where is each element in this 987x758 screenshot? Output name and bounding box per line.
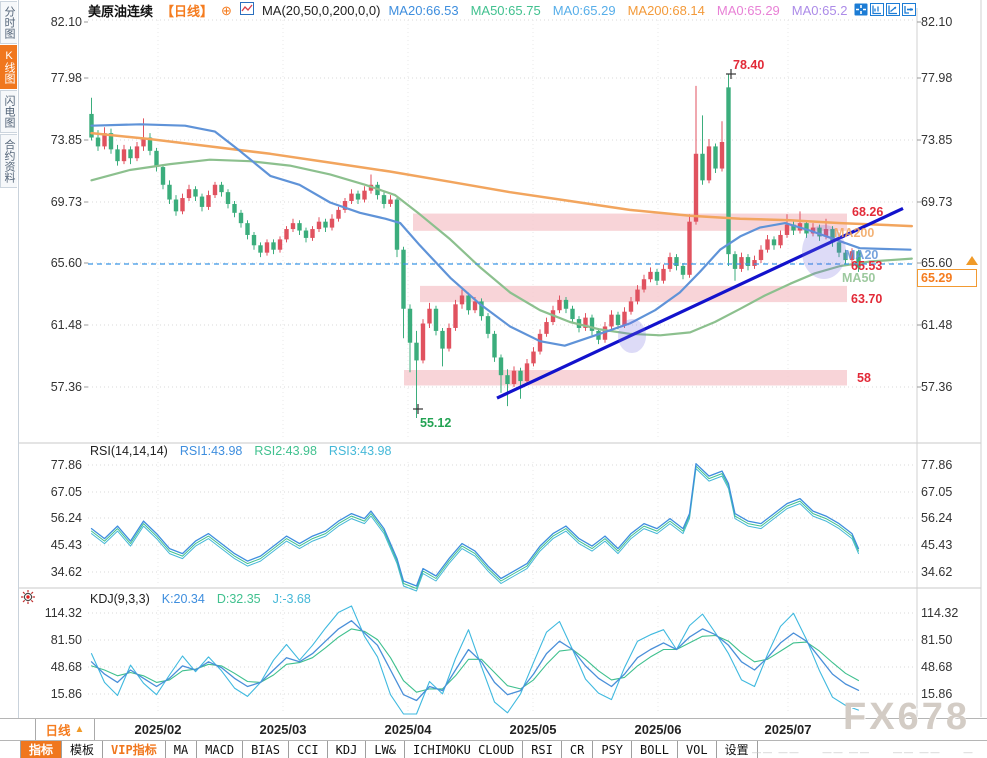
indicator-tab-MA[interactable]: MA xyxy=(166,741,198,758)
tab-bar-spacer xyxy=(0,741,21,758)
date-axis-label: 2025/05 xyxy=(509,722,557,737)
date-axis-label: 2025/02 xyxy=(134,722,182,737)
ma-value: MA0:65.29 xyxy=(552,2,616,18)
crosshair-pan-icon[interactable] xyxy=(854,3,868,16)
sidebar-tab-K线图[interactable]: K线图 xyxy=(0,45,17,89)
chevron-up-icon: ▲ xyxy=(74,724,85,735)
annotation-resistance: 68.26 xyxy=(852,205,884,219)
indicator-readout: J:-3.68 xyxy=(272,592,311,606)
indicator-tab-ICHIMOKU CLOUD[interactable]: ICHIMOKU CLOUD xyxy=(405,741,524,758)
period-selector[interactable]: 日线 ▲ xyxy=(35,719,95,741)
annotation-spike-high: 78.40 xyxy=(733,58,765,72)
indicator-tab-设置[interactable]: 设置 xyxy=(717,741,758,758)
line-chart-icon xyxy=(239,2,254,18)
axis-trend-icon[interactable] xyxy=(886,3,900,16)
indicator-tab-指标[interactable]: 指标 xyxy=(21,741,63,758)
indicator-tab-bar: 指标 模板 VIP指标 MA MACD BIAS CCI KDJ LW& ICHIMOKU CLO… xyxy=(0,740,987,758)
indicator-tab-CCI[interactable]: CCI xyxy=(289,741,328,758)
indicator-tab-RSI[interactable]: RSI xyxy=(523,741,562,758)
symbol-title: 美原油连续 xyxy=(88,3,154,19)
ma-value: MA0:65.2 xyxy=(791,2,848,18)
pop-out-icon[interactable] xyxy=(902,3,916,16)
indicator-tab-模板[interactable]: 模板 xyxy=(62,741,104,758)
annotation-low: 55.12 xyxy=(420,416,452,430)
indicator-readout: K:20.34 xyxy=(161,592,205,606)
indicator-readout: RSI3:43.98 xyxy=(328,444,392,458)
indicator-readout: KDJ(9,3,3) xyxy=(90,592,150,606)
sun-marker-icon[interactable] xyxy=(20,589,36,610)
annotation-level-6553: 65.53 xyxy=(851,259,883,273)
chart-type-sidebar: 分时图 K线图 闪电图 合约资料 xyxy=(0,0,19,758)
ma20-line-tag: MA20 xyxy=(845,248,879,262)
ma200-line-tag: MA200 xyxy=(834,226,875,240)
sidebar-tab-闪电图[interactable]: 闪电图 xyxy=(0,90,17,133)
indicator-tab-LW&[interactable]: LW& xyxy=(366,741,406,758)
date-axis-label: 2025/07 xyxy=(764,722,812,737)
indicator-readout: D:32.35 xyxy=(216,592,261,606)
ma-formula: MA(20,50,0,200,0,0) xyxy=(261,2,381,18)
indicator-readout: RSI2:43.98 xyxy=(254,444,317,458)
ma-value: MA20:66.53 xyxy=(388,2,459,18)
indicator-tab-VIP指标[interactable]: VIP指标 xyxy=(103,741,166,758)
rsi-header: RSI(14,14,14) RSI1:43.98 RSI2:43.98 RSI3:43… xyxy=(90,444,391,458)
window-toolbar-icons xyxy=(854,3,916,16)
period-title: 【日线】 xyxy=(161,3,214,19)
scroll-up-arrow-icon[interactable] xyxy=(966,256,978,265)
date-axis-label: 2025/04 xyxy=(384,722,432,737)
indicator-tab-CR[interactable]: CR xyxy=(562,741,594,758)
date-axis-label: 2025/06 xyxy=(634,722,682,737)
indicator-tab-MACD[interactable]: MACD xyxy=(197,741,244,758)
circle-plus-icon[interactable]: ⊕ xyxy=(221,2,232,18)
current-price-badge: 65.29 xyxy=(917,269,977,287)
annotation-support-6370: 63.70 xyxy=(851,292,883,306)
kdj-header: KDJ(9,3,3) K:20.34 D:32.35 J:-3.68 xyxy=(90,592,311,606)
ma-value: MA0:65.29 xyxy=(716,2,780,18)
ma-value: MA200:68.14 xyxy=(627,2,705,18)
ma-value: MA50:65.75 xyxy=(470,2,541,18)
disabled-tabs-placeholder: —— —— —— —— —— —— — xyxy=(752,747,975,757)
sidebar-tab-分时图[interactable]: 分时图 xyxy=(0,1,17,44)
indicator-tab-VOL[interactable]: VOL xyxy=(678,741,717,758)
annotation-support-58: 58 xyxy=(857,371,871,385)
indicator-tab-KDJ[interactable]: KDJ xyxy=(328,741,367,758)
indicator-tab-BIAS[interactable]: BIAS xyxy=(243,741,289,758)
indicator-tab-PSY[interactable]: PSY xyxy=(593,741,633,758)
date-axis-label: 2025/03 xyxy=(259,722,307,737)
sidebar-tab-合约资料[interactable]: 合约资料 xyxy=(0,134,17,188)
indicator-readout: RSI(14,14,14) xyxy=(90,444,168,458)
indicator-readout: RSI1:43.98 xyxy=(179,444,243,458)
period-selector-label: 日线 xyxy=(45,724,71,738)
chart-header: 美原油连续 【日线】 ⊕ MA(20,50,0,200,0,0) MA20:66… xyxy=(88,2,847,19)
indicator-tab-BOLL[interactable]: BOLL xyxy=(632,741,678,758)
ma50-line-tag: MA50 xyxy=(842,271,876,285)
ma-values-readout: MA20:66.53 MA50:65.75 MA0:65.29 MA200:68.14… xyxy=(388,3,847,18)
axis-panel-icon[interactable] xyxy=(870,3,884,16)
date-axis-row: 日线 ▲ 2025/02 2025/03 2025/04 2025/05 2025/06… xyxy=(0,718,987,741)
